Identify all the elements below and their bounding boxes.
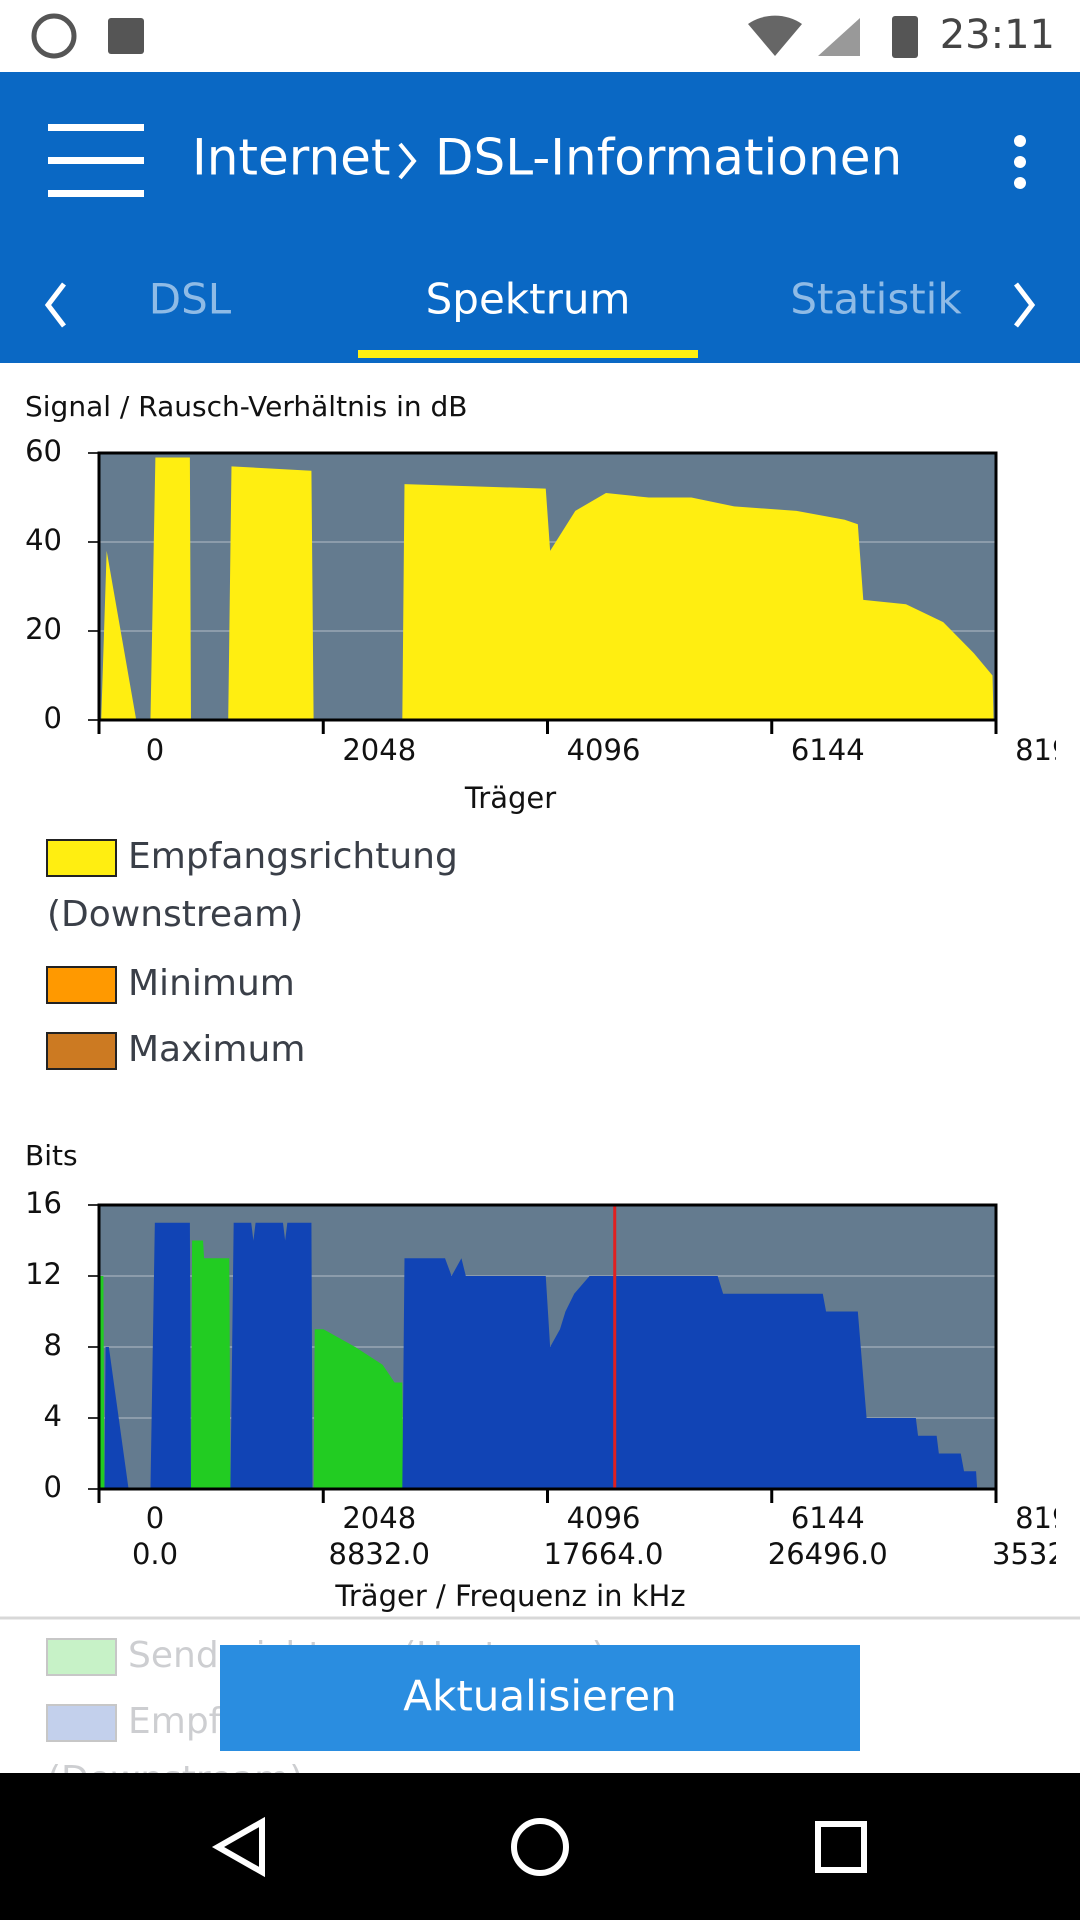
y-tick-label: 0 (44, 701, 62, 735)
x-tick-label: 35328.0 (992, 1537, 1080, 1571)
y-tick-label: 0 (44, 1470, 62, 1504)
y-tick-label: 12 (25, 1257, 62, 1291)
legend-swatch (46, 1032, 117, 1070)
y-tick-label: 20 (25, 612, 62, 646)
app-bar (0, 72, 1080, 363)
x-tick-label: 8832.0 (329, 1537, 430, 1571)
legend-label: Maximum (128, 1029, 305, 1070)
x-tick-label: 0 (146, 1501, 164, 1535)
breadcrumb-chevron (398, 142, 417, 180)
nav-home[interactable] (511, 1818, 569, 1876)
x-tick-label: 8192 (1015, 1501, 1080, 1535)
y-tick-label: 60 (25, 434, 62, 468)
x-tick-label: 4096 (567, 1501, 641, 1535)
breadcrumb-item[interactable]: Internet (192, 129, 391, 187)
legend-label: Minimum (128, 963, 295, 1004)
x-axis-label: Träger / Frequenz in kHz (334, 1579, 685, 1613)
tab-prev[interactable] (44, 282, 66, 328)
y-tick-label: 40 (25, 523, 62, 557)
x-tick-label: 4096 (567, 733, 641, 767)
legend-label: Empfangsrichtung (Downstream) (47, 836, 469, 935)
x-tick-label: 26496.0 (768, 1537, 888, 1571)
chart-title: Bits (25, 1139, 78, 1172)
x-tick-label: 0 (146, 733, 164, 767)
legend-swatch (46, 966, 117, 1004)
legend-swatch (46, 839, 117, 877)
tab-indicator (358, 350, 698, 358)
area (101, 457, 994, 720)
tab[interactable]: Spektrum (426, 275, 631, 324)
y-tick-label: 16 (25, 1186, 62, 1220)
tab-next[interactable] (1014, 282, 1036, 328)
area (104, 1222, 978, 1489)
y-tick-label: 4 (44, 1399, 62, 1433)
tab[interactable]: Statistik (790, 275, 962, 324)
chart-title: Signal / Rausch-Verhältnis in dB (25, 390, 468, 423)
clock: 23:11 (940, 12, 1055, 58)
x-tick-label: 8192 (1015, 733, 1080, 767)
menu-button[interactable] (48, 124, 144, 197)
breadcrumb-item: DSL-Informationen (435, 129, 902, 187)
nav-back[interactable] (211, 1816, 265, 1878)
nav-recent[interactable] (815, 1821, 867, 1873)
area (99, 1240, 404, 1489)
tab[interactable]: DSL (149, 275, 232, 324)
refresh-button-label[interactable]: Aktualisieren (403, 1672, 676, 1721)
x-axis-label: Träger (464, 781, 556, 815)
nav-bar (0, 1773, 1080, 1920)
x-tick-label: 0.0 (132, 1537, 178, 1571)
status-icons (31, 13, 918, 59)
x-tick-label: 6144 (791, 733, 865, 767)
x-tick-label: 2048 (342, 1501, 416, 1535)
y-tick-label: 8 (44, 1328, 62, 1362)
x-tick-label: 17664.0 (544, 1537, 664, 1571)
overflow-menu[interactable] (1014, 135, 1026, 189)
x-tick-label: 2048 (342, 733, 416, 767)
refresh-button[interactable] (220, 1645, 860, 1751)
x-tick-label: 6144 (791, 1501, 865, 1535)
